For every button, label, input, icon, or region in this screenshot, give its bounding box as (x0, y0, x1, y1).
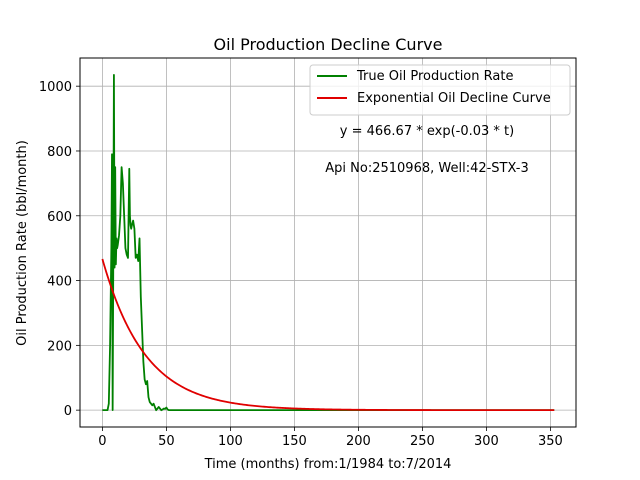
x-axis-ticks: 0 50 100 150 200 250 300 350 (98, 427, 563, 449)
well-annotation: Api No:2510968, Well:42-STX-3 (325, 161, 528, 176)
chart-title: Oil Production Decline Curve (214, 35, 443, 54)
y-axis-label: Oil Production Rate (bbl/month) (15, 140, 30, 346)
y-axis-ticks: 0 200 400 600 800 1000 (39, 80, 80, 419)
y-tick-label: 0 (64, 404, 72, 419)
x-tick-label: 350 (538, 434, 563, 449)
series-true-production-line (102, 73, 555, 412)
x-tick-label: 0 (98, 434, 106, 449)
y-tick-label: 600 (47, 210, 72, 225)
x-tick-label: 200 (346, 434, 371, 449)
series-exponential-decline-line (101, 258, 555, 412)
legend: True Oil Production Rate Exponential Oil… (309, 64, 571, 116)
x-tick-label: 150 (282, 434, 307, 449)
x-tick-label: 100 (218, 434, 243, 449)
y-tick-label: 400 (47, 275, 72, 290)
x-tick-label: 50 (158, 434, 175, 449)
equation-annotation: y = 466.67 * exp(-0.03 * t) (340, 124, 514, 139)
legend-box (309, 64, 571, 116)
y-tick-label: 1000 (39, 80, 72, 95)
x-tick-label: 300 (474, 434, 499, 449)
x-tick-label: 250 (410, 434, 435, 449)
legend-label-true-rate: True Oil Production Rate (356, 69, 513, 84)
y-tick-label: 200 (47, 339, 72, 354)
plot-lines (101, 73, 555, 412)
x-axis-label: Time (months) from:1/1984 to:7/2014 (204, 457, 452, 472)
plot-frame (79, 57, 577, 428)
y-tick-label: 800 (47, 145, 72, 160)
legend-label-exponential: Exponential Oil Decline Curve (357, 91, 551, 106)
